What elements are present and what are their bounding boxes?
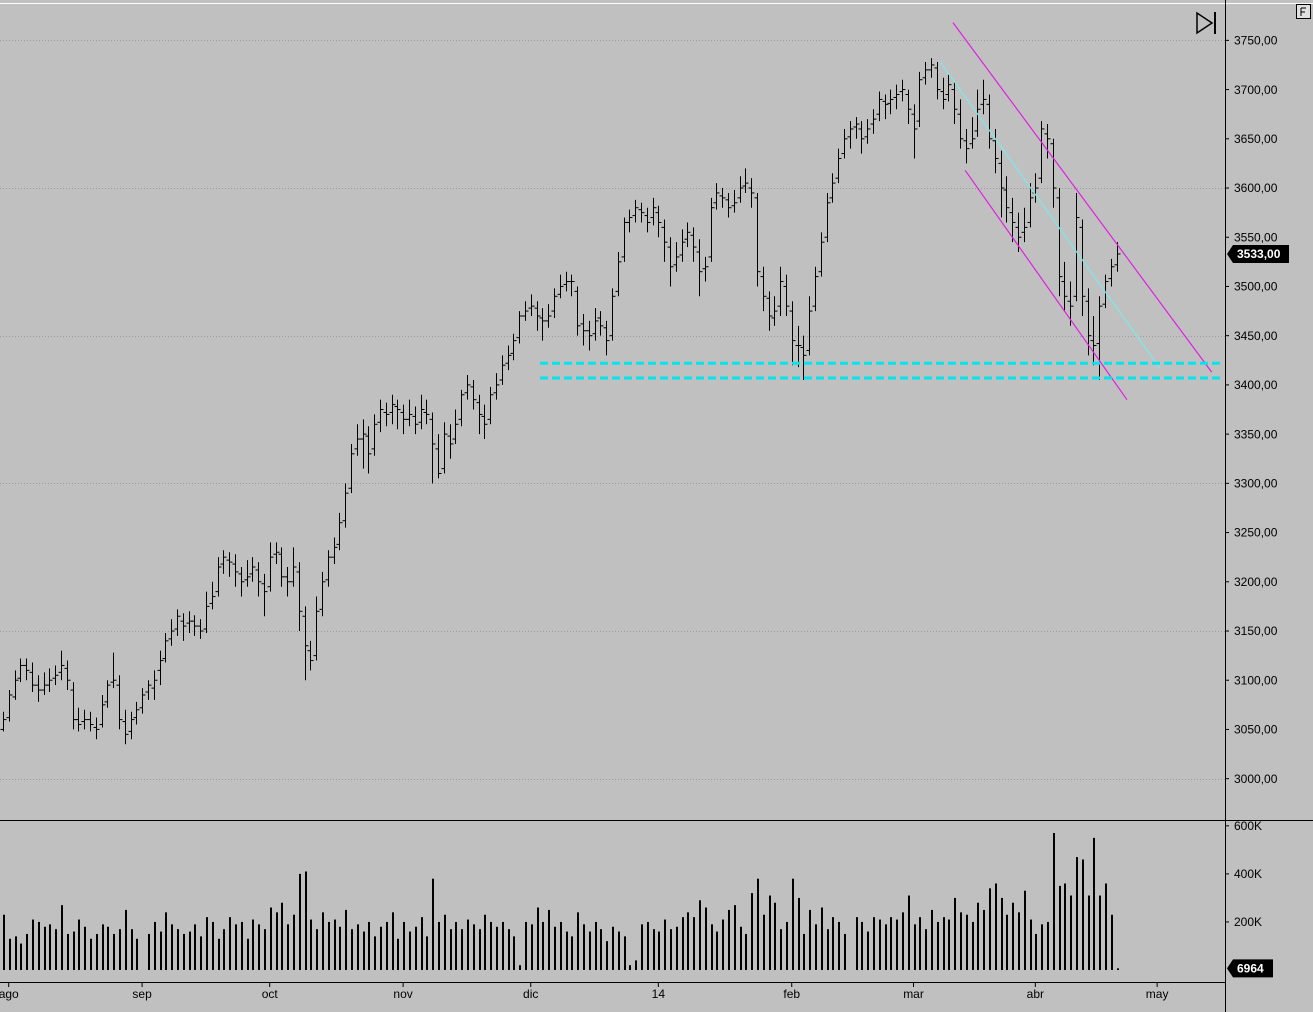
y-tick-label: 200K: [1234, 915, 1262, 929]
y-tick-label: 3200,00: [1234, 575, 1278, 589]
x-tick-label: nov: [393, 987, 412, 1001]
y-tick-label: 3400,00: [1234, 378, 1278, 392]
x-tick-label: may: [1146, 987, 1169, 1001]
y-tick-label: 3050,00: [1234, 723, 1278, 737]
y-tick-label: 3350,00: [1234, 427, 1278, 441]
last-value-label: 6964: [1237, 961, 1264, 975]
y-tick-label: 3600,00: [1234, 181, 1278, 195]
y-tick-label: 3000,00: [1234, 772, 1278, 786]
f-glyph: [1300, 7, 1306, 16]
x-tick-label: feb: [783, 987, 800, 1001]
end-button[interactable]: [1196, 11, 1216, 35]
y-tick-label: 3550,00: [1234, 230, 1278, 244]
y-tick-label: 600K: [1234, 819, 1262, 833]
x-tick-label: abr: [1027, 987, 1044, 1001]
x-tick-label: oct: [262, 987, 279, 1001]
y-tick-label: 3100,00: [1234, 673, 1278, 687]
x-tick-label: dic: [523, 987, 538, 1001]
end-icon: [1196, 11, 1214, 35]
y-tick-label: 3300,00: [1234, 477, 1278, 491]
x-tick-label: sep: [132, 987, 152, 1001]
last-value-box: [1227, 959, 1273, 978]
y-tick-label: 3650,00: [1234, 132, 1278, 146]
last-value-box: [1227, 244, 1289, 263]
x-tick-label: mar: [903, 987, 924, 1001]
x-tick-label: 14: [652, 987, 666, 1001]
y-tick-label: 3750,00: [1234, 34, 1278, 48]
y-tick-label: 400K: [1234, 867, 1262, 881]
y-tick-label: 3450,00: [1234, 329, 1278, 343]
y-tick-label: 3700,00: [1234, 83, 1278, 97]
y-tick-label: 3500,00: [1234, 280, 1278, 294]
y-tick-label: 3150,00: [1234, 624, 1278, 638]
y-tick-label: 3250,00: [1234, 526, 1278, 540]
trend-line: [939, 61, 1161, 369]
last-value-label: 3533,00: [1237, 247, 1281, 261]
trend-line: [952, 22, 1213, 373]
f-button[interactable]: [1296, 4, 1311, 19]
trend-line: [964, 169, 1128, 401]
x-tick-label: ago: [0, 987, 19, 1001]
